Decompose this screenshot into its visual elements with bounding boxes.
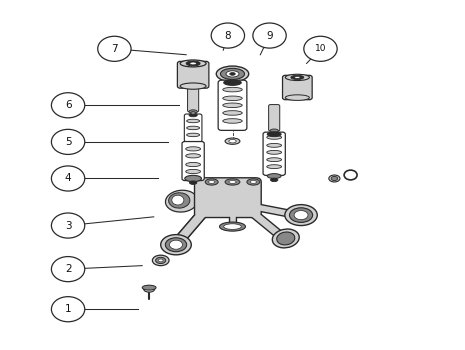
Ellipse shape bbox=[286, 74, 309, 81]
Ellipse shape bbox=[223, 87, 242, 92]
Circle shape bbox=[52, 166, 85, 191]
Ellipse shape bbox=[189, 181, 197, 184]
FancyBboxPatch shape bbox=[269, 105, 280, 131]
Text: 6: 6 bbox=[65, 100, 72, 110]
Ellipse shape bbox=[208, 181, 215, 183]
Ellipse shape bbox=[225, 179, 240, 185]
Ellipse shape bbox=[277, 232, 295, 245]
FancyBboxPatch shape bbox=[194, 178, 261, 218]
FancyBboxPatch shape bbox=[187, 85, 199, 112]
Ellipse shape bbox=[161, 234, 191, 255]
Circle shape bbox=[211, 23, 245, 48]
Ellipse shape bbox=[169, 193, 190, 208]
Ellipse shape bbox=[186, 169, 200, 174]
Ellipse shape bbox=[225, 138, 240, 144]
Text: 9: 9 bbox=[266, 30, 273, 41]
Ellipse shape bbox=[159, 259, 163, 262]
Text: 3: 3 bbox=[65, 220, 72, 231]
Ellipse shape bbox=[286, 95, 309, 100]
FancyBboxPatch shape bbox=[283, 75, 312, 100]
Ellipse shape bbox=[267, 135, 282, 139]
Ellipse shape bbox=[267, 158, 282, 162]
Ellipse shape bbox=[153, 255, 169, 266]
Ellipse shape bbox=[191, 112, 195, 114]
FancyBboxPatch shape bbox=[177, 61, 209, 88]
Text: 7: 7 bbox=[111, 44, 118, 54]
Ellipse shape bbox=[219, 222, 246, 231]
Ellipse shape bbox=[290, 208, 312, 222]
Ellipse shape bbox=[294, 211, 308, 219]
Ellipse shape bbox=[186, 133, 199, 136]
FancyBboxPatch shape bbox=[263, 132, 286, 175]
Circle shape bbox=[52, 297, 85, 322]
Ellipse shape bbox=[267, 132, 281, 136]
Ellipse shape bbox=[186, 119, 199, 123]
Ellipse shape bbox=[291, 75, 304, 79]
Ellipse shape bbox=[224, 80, 241, 85]
Ellipse shape bbox=[267, 144, 282, 147]
Circle shape bbox=[52, 93, 85, 118]
Ellipse shape bbox=[329, 175, 340, 182]
Ellipse shape bbox=[172, 195, 184, 205]
Ellipse shape bbox=[223, 96, 242, 100]
Ellipse shape bbox=[271, 178, 278, 182]
Ellipse shape bbox=[216, 66, 249, 82]
Ellipse shape bbox=[186, 147, 200, 151]
Circle shape bbox=[52, 213, 85, 238]
Ellipse shape bbox=[230, 72, 235, 75]
Ellipse shape bbox=[223, 103, 242, 107]
Ellipse shape bbox=[220, 68, 245, 79]
Ellipse shape bbox=[205, 179, 218, 185]
Ellipse shape bbox=[223, 119, 242, 123]
Ellipse shape bbox=[331, 176, 338, 181]
Ellipse shape bbox=[186, 154, 200, 158]
Text: 2: 2 bbox=[65, 264, 72, 274]
FancyBboxPatch shape bbox=[182, 141, 204, 181]
Ellipse shape bbox=[180, 83, 206, 89]
Ellipse shape bbox=[250, 181, 257, 183]
Ellipse shape bbox=[189, 110, 197, 113]
Circle shape bbox=[253, 23, 286, 48]
Ellipse shape bbox=[294, 76, 300, 78]
Ellipse shape bbox=[186, 162, 200, 167]
Ellipse shape bbox=[267, 165, 282, 169]
Ellipse shape bbox=[144, 286, 155, 292]
Ellipse shape bbox=[190, 62, 196, 65]
Circle shape bbox=[304, 36, 337, 61]
Ellipse shape bbox=[186, 126, 199, 130]
Text: 1: 1 bbox=[65, 304, 72, 314]
Ellipse shape bbox=[267, 150, 282, 154]
FancyBboxPatch shape bbox=[184, 114, 202, 142]
Ellipse shape bbox=[267, 174, 281, 178]
Ellipse shape bbox=[229, 181, 236, 183]
Ellipse shape bbox=[285, 205, 317, 225]
Ellipse shape bbox=[247, 179, 260, 185]
FancyBboxPatch shape bbox=[218, 80, 247, 131]
Text: 10: 10 bbox=[315, 44, 326, 53]
Ellipse shape bbox=[223, 111, 242, 115]
Ellipse shape bbox=[166, 238, 186, 252]
Ellipse shape bbox=[186, 61, 200, 66]
Ellipse shape bbox=[189, 113, 197, 117]
Ellipse shape bbox=[272, 229, 299, 248]
Ellipse shape bbox=[170, 240, 182, 249]
Text: 8: 8 bbox=[225, 30, 231, 41]
Ellipse shape bbox=[185, 175, 201, 182]
Ellipse shape bbox=[156, 257, 166, 264]
Ellipse shape bbox=[226, 71, 239, 77]
Ellipse shape bbox=[166, 190, 198, 212]
Text: 5: 5 bbox=[65, 137, 72, 147]
Ellipse shape bbox=[229, 139, 236, 143]
Ellipse shape bbox=[224, 224, 241, 229]
Circle shape bbox=[52, 130, 85, 154]
Text: 4: 4 bbox=[65, 174, 72, 183]
Ellipse shape bbox=[142, 285, 156, 290]
Ellipse shape bbox=[180, 60, 206, 67]
Circle shape bbox=[98, 36, 131, 61]
Ellipse shape bbox=[270, 129, 279, 132]
Circle shape bbox=[52, 257, 85, 282]
